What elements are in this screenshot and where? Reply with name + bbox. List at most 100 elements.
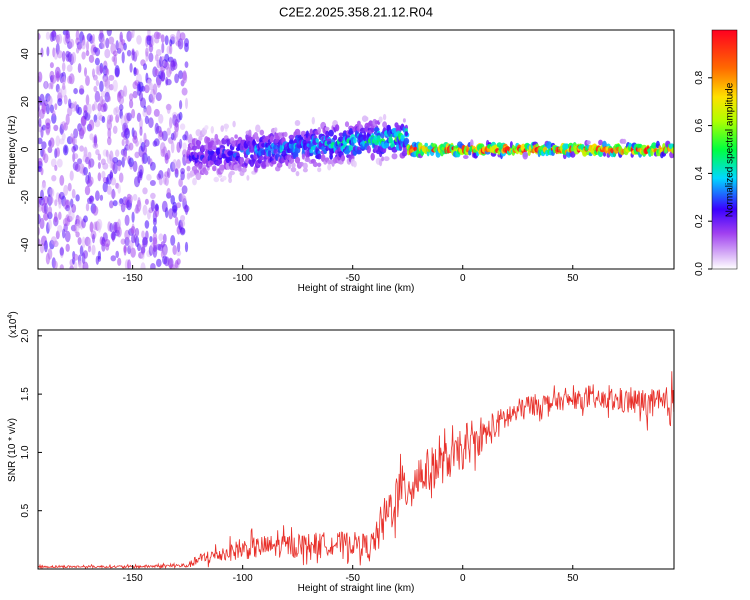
spectrogram-cell bbox=[53, 260, 58, 269]
spectrogram-cell bbox=[276, 162, 283, 168]
spectrogram-cell bbox=[109, 200, 114, 209]
spectrogram-cell bbox=[172, 159, 178, 171]
spectrogram-cell bbox=[94, 90, 101, 103]
spectrogram-cell bbox=[144, 84, 150, 94]
spectrogram-cell bbox=[71, 188, 76, 199]
spectrogram-cell bbox=[110, 177, 117, 186]
spectrogram-cell bbox=[85, 75, 90, 86]
spectrogram-cell bbox=[38, 32, 41, 41]
spectrogram-cell bbox=[317, 167, 322, 173]
y-tick-label: 0 bbox=[20, 146, 31, 152]
spectrogram-cell bbox=[239, 156, 245, 164]
spectrogram-cell bbox=[115, 149, 120, 157]
spectrogram-cell bbox=[184, 38, 189, 47]
spectrogram-cell bbox=[104, 239, 111, 247]
spectrogram-x-label: Height of straight line (km) bbox=[298, 283, 415, 294]
snr-y-scale-exp: 4 bbox=[7, 315, 14, 319]
spectrogram-cell bbox=[54, 103, 58, 111]
spectrogram-cell bbox=[64, 230, 71, 243]
spectrogram-cell bbox=[65, 199, 71, 209]
spectrogram-cell bbox=[115, 40, 119, 51]
chart-title: C2E2.2025.358.21.12.R04 bbox=[279, 4, 433, 19]
spectrogram-cell bbox=[86, 40, 89, 52]
spectrogram-cell bbox=[51, 74, 57, 84]
spectrogram-cell bbox=[148, 43, 154, 53]
spectrogram-cell bbox=[54, 66, 61, 79]
spectrogram-cell bbox=[174, 73, 180, 84]
spectrogram-cell bbox=[169, 117, 173, 129]
spectrogram-cell bbox=[315, 138, 319, 143]
spectrogram-cell bbox=[128, 142, 134, 151]
spectrogram-cell bbox=[463, 155, 469, 159]
colorbar-tick-label: 0.8 bbox=[694, 70, 705, 84]
spectrogram-cell bbox=[132, 160, 138, 173]
spectrogram-cell bbox=[154, 54, 159, 62]
spectrogram-cell bbox=[283, 131, 288, 138]
spectrogram-cell bbox=[101, 37, 106, 49]
spectrogram-cell bbox=[317, 162, 322, 167]
spectrogram-cell bbox=[186, 165, 191, 172]
colorbar-gradient bbox=[711, 29, 738, 270]
spectrogram-cell bbox=[344, 121, 350, 128]
spectrogram-cell bbox=[234, 134, 238, 139]
spectrogram-cell bbox=[54, 211, 58, 223]
colorbar: 0.0 0.2 0.4 0.6 0.8 Normalized spectral ampl… bbox=[694, 29, 738, 276]
spectrogram-cell bbox=[38, 137, 43, 145]
spectrogram-cell bbox=[255, 136, 260, 143]
spectrogram-cell bbox=[179, 123, 186, 130]
spectrogram-cell bbox=[102, 162, 109, 170]
spectrogram-cell bbox=[246, 175, 250, 181]
spectrogram-cell bbox=[221, 175, 227, 181]
spectrogram-cell bbox=[185, 97, 188, 110]
spectrogram-cell bbox=[132, 193, 138, 201]
spectrogram-cell bbox=[171, 205, 178, 212]
spectrogram-cell bbox=[424, 142, 429, 147]
spectrogram-cell bbox=[269, 135, 274, 143]
spectrogram-cell bbox=[198, 163, 203, 170]
spectrogram-cell bbox=[116, 226, 122, 238]
snr-series-line bbox=[38, 371, 674, 569]
spectrogram-cell bbox=[146, 105, 152, 116]
spectrogram-cell bbox=[288, 134, 295, 140]
spectrogram-cell bbox=[48, 219, 52, 230]
spectrogram-cell bbox=[140, 97, 146, 108]
spectrogram-cell bbox=[181, 87, 188, 96]
spectrogram-cell bbox=[355, 149, 362, 155]
spectrogram-cell bbox=[334, 124, 340, 132]
spectrogram-cell bbox=[38, 157, 43, 166]
spectrogram-cell bbox=[136, 199, 142, 212]
spectrogram-cell bbox=[57, 33, 63, 45]
spectrogram-cell bbox=[38, 205, 43, 212]
spectrogram-cell bbox=[148, 82, 153, 91]
spectrogram-cell bbox=[87, 151, 92, 160]
spectrogram-cell bbox=[382, 121, 387, 129]
spectrogram-cell bbox=[370, 128, 375, 133]
spectrogram-cell bbox=[47, 206, 53, 215]
spectrogram-cell bbox=[165, 78, 172, 86]
x-tick-label: -100 bbox=[233, 273, 253, 284]
spectrogram-cell bbox=[220, 125, 224, 132]
spectrogram-cell bbox=[155, 49, 162, 56]
spectrogram-cell bbox=[316, 153, 322, 160]
spectrogram-cell bbox=[248, 129, 252, 136]
spectrogram-cell bbox=[135, 50, 139, 57]
spectrogram-cell bbox=[177, 241, 181, 253]
spectrogram-cell bbox=[43, 202, 48, 214]
spectrogram-cell bbox=[106, 185, 112, 195]
spectrogram-cell bbox=[153, 108, 160, 117]
spectrogram-cell bbox=[65, 30, 70, 39]
spectrogram-cell bbox=[117, 160, 121, 172]
spectrogram-cell bbox=[131, 30, 135, 39]
spectrogram-cell bbox=[131, 108, 136, 119]
spectrogram-cell bbox=[99, 194, 104, 201]
spectrogram-cell bbox=[49, 62, 54, 69]
spectrogram-cell bbox=[105, 37, 110, 49]
spectrogram-cell bbox=[97, 172, 102, 182]
spectrogram-cell bbox=[156, 76, 162, 88]
spectrogram-cell bbox=[312, 161, 318, 168]
spectrogram-cell bbox=[88, 158, 95, 168]
spectrogram-cell bbox=[77, 63, 82, 74]
spectrogram-cell bbox=[113, 54, 117, 67]
spectrogram-cell bbox=[153, 138, 160, 147]
spectrogram-cell bbox=[73, 144, 79, 152]
